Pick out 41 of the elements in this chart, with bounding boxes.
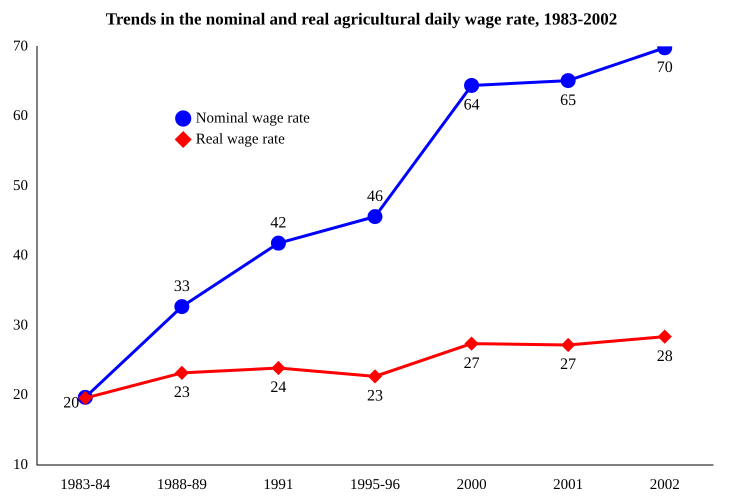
point xyxy=(175,366,188,380)
data-label: 20 xyxy=(63,394,80,412)
x-tick-label: 2000 xyxy=(456,476,487,493)
data-label: 33 xyxy=(174,278,190,295)
point xyxy=(562,338,575,352)
point xyxy=(658,330,672,344)
point xyxy=(368,370,382,383)
y-tick-label: 50 xyxy=(13,178,28,194)
data-label: 65 xyxy=(560,92,576,109)
y-tick-label: 70 xyxy=(13,38,28,54)
point xyxy=(368,209,382,224)
data-label: 28 xyxy=(656,348,673,365)
data-label: 70 xyxy=(656,59,673,76)
x-tick-label: 1988-89 xyxy=(156,476,207,493)
legend-label: Nominal wage rate xyxy=(196,110,310,126)
data-label: 23 xyxy=(174,384,190,402)
y-tick-label: 60 xyxy=(13,108,28,124)
legend-label: Real wage rate xyxy=(196,131,286,148)
data-label: 27 xyxy=(560,356,576,374)
point xyxy=(272,362,285,375)
data-label: 27 xyxy=(464,354,480,372)
x-tick-label: 1983-84 xyxy=(60,476,111,493)
data-label: 42 xyxy=(270,214,286,232)
data-label: 24 xyxy=(270,379,286,396)
x-tick-label: 2001 xyxy=(553,476,584,493)
y-tick-label: 30 xyxy=(13,317,28,334)
data-label: 64 xyxy=(464,96,480,114)
point xyxy=(560,73,576,88)
x-tick-label: 2002 xyxy=(650,476,680,493)
y-tick-label: 20 xyxy=(13,387,28,404)
y-tick-label: 10 xyxy=(13,456,28,473)
data-label: 46 xyxy=(367,188,383,205)
point xyxy=(464,78,480,93)
data-label: 23 xyxy=(367,388,383,405)
x-tick-label: 1995-96 xyxy=(350,476,400,493)
point xyxy=(465,337,478,350)
point xyxy=(174,299,190,314)
point xyxy=(270,236,286,251)
x-tick-label: 1991 xyxy=(263,476,294,493)
y-tick-label: 40 xyxy=(13,248,28,264)
chart-title: Trends in the nominal and real agricultural daily wage rate, 1983-2002 xyxy=(106,10,618,29)
